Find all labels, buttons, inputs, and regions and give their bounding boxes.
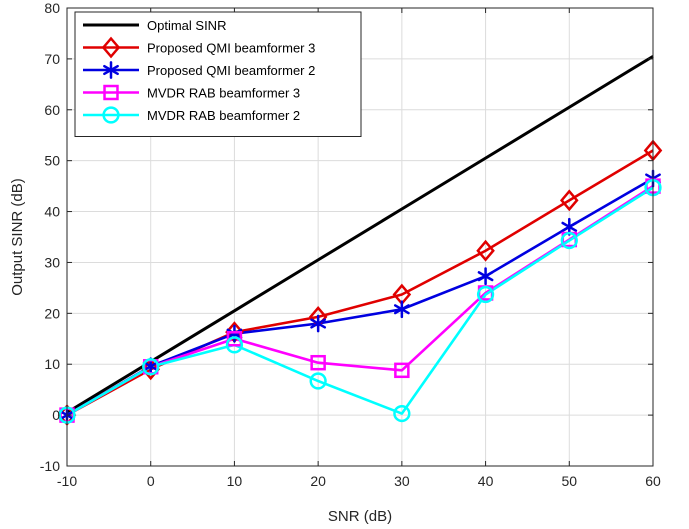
- y-tick-label: 60: [44, 102, 60, 118]
- x-tick-label: 50: [561, 473, 577, 489]
- y-axis-label: Output SINR (dB): [9, 178, 26, 296]
- square-marker: [103, 84, 119, 101]
- y-tick-label: 0: [52, 407, 60, 423]
- x-tick-label: 60: [645, 473, 661, 489]
- x-tick-label: 30: [394, 473, 410, 489]
- circle-marker: [476, 285, 495, 304]
- legend: Optimal SINR Proposed QMI beamformer 3 Pro…: [74, 11, 362, 137]
- x-tick-label: 10: [227, 473, 243, 489]
- legend-entry-3: Proposed QMI beamformer 2: [147, 63, 315, 78]
- y-tick-label: -10: [40, 458, 60, 474]
- asterisk-marker: [393, 300, 410, 319]
- series-markers: [57, 139, 663, 427]
- series-line-5: [66, 186, 654, 417]
- y-tick-label: 80: [44, 0, 60, 16]
- asterisk-marker: [310, 314, 327, 333]
- x-axis-ticks: -10 0 10 20 30 40 50 60: [57, 8, 661, 489]
- y-tick-label: 30: [44, 254, 60, 270]
- y-tick-label: 70: [44, 51, 60, 67]
- y-axis-ticks: -10 0 10 20 30 40 50 60 70 80: [40, 0, 653, 474]
- plot-frame: [66, 7, 654, 467]
- y-tick-label: 40: [44, 204, 60, 220]
- series-lines: [66, 55, 654, 417]
- x-tick-label: -10: [57, 473, 77, 489]
- circle-marker: [102, 106, 120, 124]
- diamond-marker: [101, 36, 121, 59]
- y-tick-label: 10: [44, 356, 60, 372]
- asterisk-marker: [477, 267, 494, 286]
- y-tick-label: 20: [44, 305, 60, 321]
- x-tick-label: 0: [147, 473, 155, 489]
- x-axis-label: SNR (dB): [328, 508, 392, 525]
- series-line-1: [66, 55, 654, 414]
- square-marker: [310, 354, 326, 371]
- circle-marker: [560, 231, 578, 250]
- x-tick-label: 20: [310, 473, 326, 489]
- circle-marker: [142, 358, 160, 376]
- asterisk-marker: [103, 61, 119, 79]
- diamond-marker: [141, 358, 161, 381]
- circle-marker: [309, 372, 327, 390]
- x-tick-label: 40: [478, 473, 494, 489]
- legend-entry-1: Optimal SINR: [147, 18, 226, 33]
- legend-entry-4: MVDR RAB beamformer 3: [147, 86, 300, 101]
- legend-entry-5: MVDR RAB beamformer 2: [147, 108, 300, 123]
- circle-marker: [225, 336, 244, 354]
- legend-entry-2: Proposed QMI beamformer 3: [147, 41, 315, 56]
- y-tick-label: 50: [44, 153, 60, 169]
- circle-marker: [393, 404, 411, 423]
- square-marker: [394, 362, 410, 379]
- diamond-marker: [559, 189, 579, 212]
- square-marker: [226, 331, 243, 347]
- diamond-marker: [476, 239, 495, 262]
